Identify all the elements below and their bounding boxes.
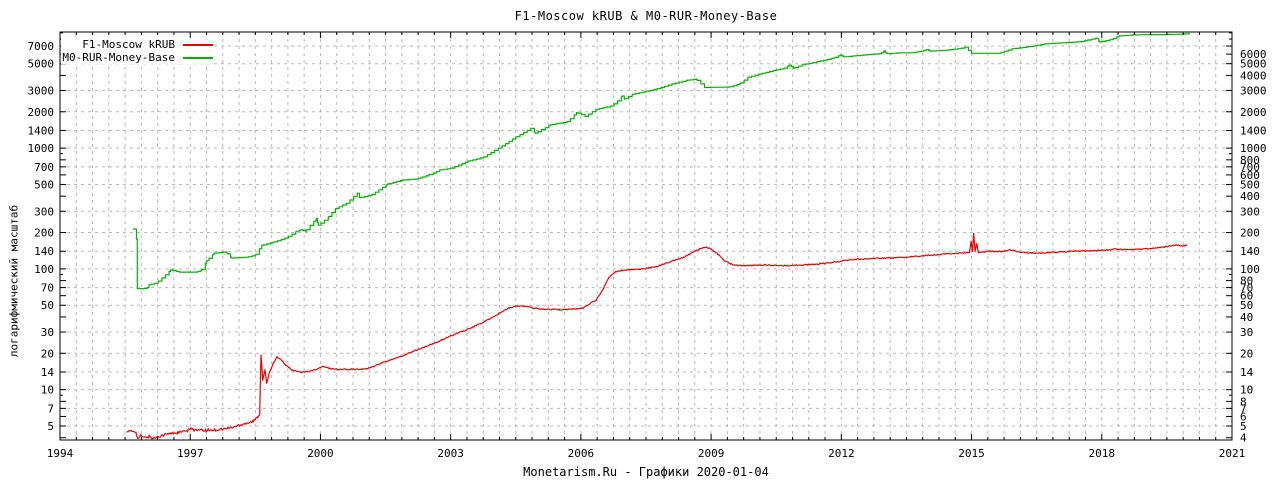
svg-text:7: 7 <box>1240 402 1247 415</box>
svg-text:5: 5 <box>1240 420 1247 433</box>
svg-text:1400: 1400 <box>1240 124 1267 137</box>
legend-item-m0-rur: M0-RUR-Money-Base <box>61 51 213 64</box>
svg-text:500: 500 <box>34 178 54 191</box>
svg-text:10: 10 <box>1240 384 1253 397</box>
svg-text:50: 50 <box>41 299 54 312</box>
legend-item-f1-moscow: F1-Moscow kRUB <box>61 38 213 51</box>
svg-text:30: 30 <box>41 326 54 339</box>
svg-text:1400: 1400 <box>28 124 55 137</box>
svg-text:70: 70 <box>1240 282 1253 295</box>
svg-text:1000: 1000 <box>28 142 55 155</box>
svg-text:700: 700 <box>34 161 54 174</box>
svg-text:600: 600 <box>1240 169 1260 182</box>
legend-line-sample-green <box>183 56 213 59</box>
svg-text:5: 5 <box>47 420 54 433</box>
svg-text:2018: 2018 <box>1089 447 1116 460</box>
svg-text:4: 4 <box>1240 432 1247 445</box>
svg-text:140: 140 <box>34 245 54 258</box>
svg-text:6000: 6000 <box>1240 48 1267 61</box>
svg-text:20: 20 <box>1240 347 1253 360</box>
chart-caption: Monetarism.Ru - Графики 2020-01-04 <box>523 465 769 479</box>
svg-text:2003: 2003 <box>437 447 464 460</box>
svg-text:5000: 5000 <box>1240 58 1267 71</box>
legend-label-f1-moscow: F1-Moscow kRUB <box>82 38 175 51</box>
svg-text:2009: 2009 <box>698 447 725 460</box>
svg-text:300: 300 <box>34 205 54 218</box>
svg-text:300: 300 <box>1240 205 1260 218</box>
svg-text:70: 70 <box>41 282 54 295</box>
legend-line-sample-red <box>183 43 213 46</box>
svg-text:80: 80 <box>1240 275 1253 288</box>
svg-text:700: 700 <box>1240 161 1260 174</box>
svg-text:100: 100 <box>34 263 54 276</box>
svg-text:2000: 2000 <box>28 106 55 119</box>
svg-text:7000: 7000 <box>28 40 55 53</box>
svg-text:4000: 4000 <box>1240 69 1267 82</box>
svg-text:200: 200 <box>34 227 54 240</box>
svg-text:6: 6 <box>1240 410 1247 423</box>
svg-text:1994: 1994 <box>47 447 74 460</box>
svg-text:8: 8 <box>1240 395 1247 408</box>
svg-text:14: 14 <box>41 366 55 379</box>
svg-text:1000: 1000 <box>1240 142 1267 155</box>
svg-text:400: 400 <box>1240 190 1260 203</box>
svg-text:200: 200 <box>1240 227 1260 240</box>
svg-text:500: 500 <box>1240 178 1260 191</box>
svg-text:30: 30 <box>1240 326 1253 339</box>
legend-label-m0-rur: M0-RUR-Money-Base <box>62 51 175 64</box>
y-axis-label: логарифмический масштаб <box>7 204 21 358</box>
svg-text:2000: 2000 <box>307 447 334 460</box>
svg-text:3000: 3000 <box>28 84 55 97</box>
svg-text:140: 140 <box>1240 245 1260 258</box>
svg-text:2012: 2012 <box>828 447 855 460</box>
svg-text:5000: 5000 <box>28 58 55 71</box>
svg-text:2015: 2015 <box>958 447 985 460</box>
legend: F1-Moscow kRUB M0-RUR-Money-Base <box>61 38 213 64</box>
svg-text:2000: 2000 <box>1240 106 1267 119</box>
svg-text:20: 20 <box>41 347 54 360</box>
svg-text:14: 14 <box>1240 366 1254 379</box>
svg-text:2021: 2021 <box>1219 447 1246 460</box>
svg-text:60: 60 <box>1240 290 1253 303</box>
svg-text:1997: 1997 <box>177 447 204 460</box>
svg-text:100: 100 <box>1240 263 1260 276</box>
svg-text:40: 40 <box>1240 311 1253 324</box>
svg-text:2006: 2006 <box>568 447 595 460</box>
svg-text:10: 10 <box>41 384 54 397</box>
svg-text:800: 800 <box>1240 154 1260 167</box>
chart-title: F1-Moscow kRUB & M0-RUR-Money-Base <box>514 9 778 23</box>
svg-text:50: 50 <box>1240 299 1253 312</box>
svg-text:3000: 3000 <box>1240 84 1267 97</box>
svg-text:7: 7 <box>47 402 54 415</box>
